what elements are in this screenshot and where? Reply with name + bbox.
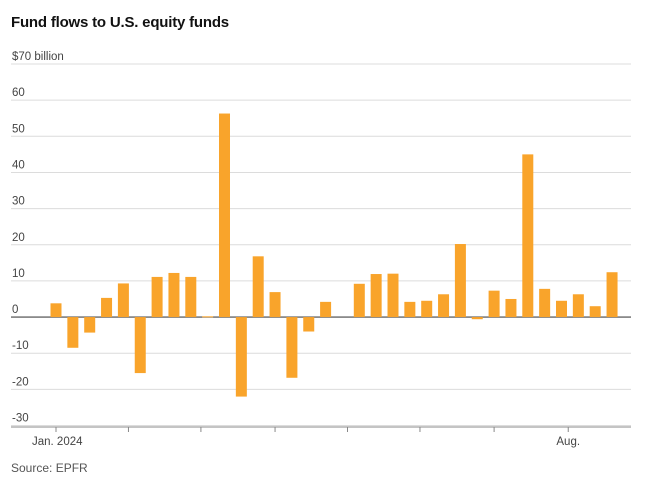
bar [286,317,298,378]
bar [421,300,433,318]
y-tick-label: -30 [12,413,29,425]
bar [67,317,79,348]
bar [589,306,601,318]
bar [488,290,500,318]
y-tick-label: -20 [12,376,29,388]
bar [370,274,382,318]
bar [151,276,163,318]
bar [539,288,551,318]
bar [235,317,247,397]
bar [168,272,180,318]
bar [185,276,197,318]
x-tick-label: Jan. 2024 [32,436,83,448]
x-axis: Jan. 2024 Aug. [11,426,631,448]
bar [219,113,230,318]
gridlines [11,63,631,426]
y-tick-label: $70 billion [12,51,64,63]
y-tick-label: 50 [12,123,25,135]
bar [387,273,399,318]
y-tick-label: 10 [12,268,25,280]
bar [556,300,567,318]
bar [50,303,62,318]
bar [438,294,450,318]
bars [50,113,618,397]
bar [101,297,113,318]
bar [303,317,315,332]
bar [202,316,214,318]
bar [252,256,264,318]
chart-title: Fund flows to U.S. equity funds [11,14,229,31]
y-axis-labels: -30 -20 -10 0 10 20 30 40 50 60 $70 billion [12,51,64,425]
bar [269,292,281,318]
bar [606,272,618,318]
y-tick-label: -10 [12,340,29,352]
bar [471,317,483,320]
y-tick-label: 40 [12,159,25,171]
x-tick-label: Aug. [556,436,580,448]
bar [522,154,534,318]
bar [572,294,584,318]
source-note: Source: EPFR [11,461,88,475]
bar [505,298,517,318]
bar [404,301,416,318]
bar [454,244,466,318]
y-tick-label: 0 [12,304,18,316]
y-tick-label: 30 [12,196,25,208]
bar [320,301,332,318]
y-tick-label: 20 [12,232,25,244]
y-tick-label: 60 [12,87,25,99]
bar [353,283,365,318]
bar [84,317,96,333]
bar [134,317,146,374]
bar [117,283,129,318]
